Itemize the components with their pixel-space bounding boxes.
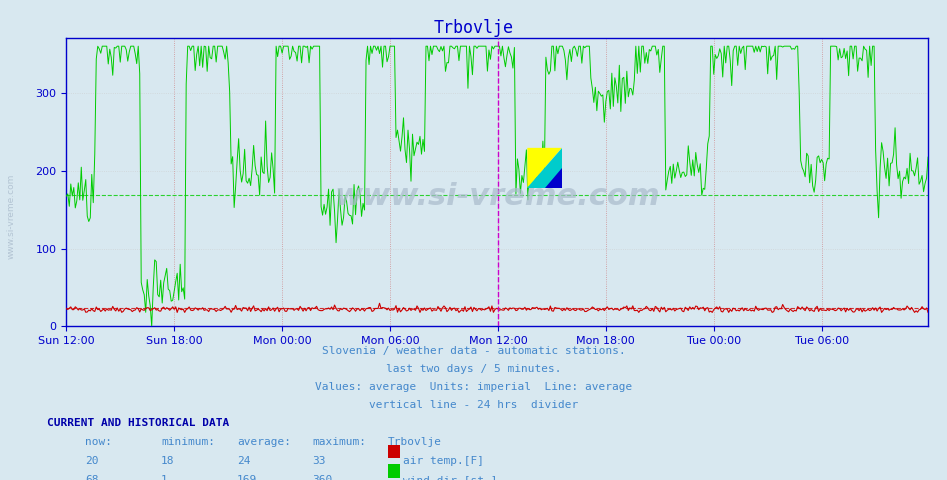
Text: 169: 169 [237,475,257,480]
Text: minimum:: minimum: [161,437,215,447]
Text: 24: 24 [237,456,250,466]
Text: wind dir.[st.]: wind dir.[st.] [403,475,498,480]
Text: maximum:: maximum: [313,437,366,447]
Text: air temp.[F]: air temp.[F] [403,456,485,466]
Polygon shape [527,148,562,188]
Text: Slovenia / weather data - automatic stations.: Slovenia / weather data - automatic stat… [322,346,625,356]
Text: 33: 33 [313,456,326,466]
Text: last two days / 5 minutes.: last two days / 5 minutes. [385,364,562,374]
Text: 68: 68 [85,475,98,480]
Text: Trbovlje: Trbovlje [388,437,442,447]
Text: Trbovlje: Trbovlje [434,19,513,37]
Text: www.si-vreme.com: www.si-vreme.com [7,173,16,259]
Text: 18: 18 [161,456,174,466]
Polygon shape [527,148,562,188]
Text: 1: 1 [161,475,168,480]
Text: average:: average: [237,437,291,447]
Text: 360: 360 [313,475,332,480]
Text: now:: now: [85,437,113,447]
Text: www.si-vreme.com: www.si-vreme.com [334,182,660,211]
Text: vertical line - 24 hrs  divider: vertical line - 24 hrs divider [369,400,578,410]
Polygon shape [545,168,562,188]
Text: Values: average  Units: imperial  Line: average: Values: average Units: imperial Line: av… [314,382,633,392]
Text: CURRENT AND HISTORICAL DATA: CURRENT AND HISTORICAL DATA [47,418,229,428]
Text: 20: 20 [85,456,98,466]
